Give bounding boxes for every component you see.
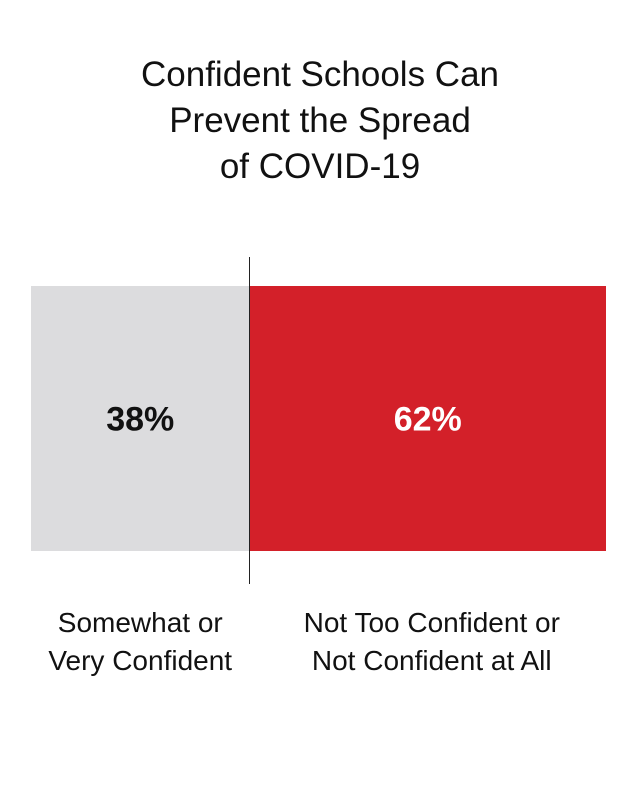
category-label-not-too-confident-or-not-confident-at-all: Not Too Confident or Not Confident at Al… — [267, 604, 597, 680]
data-label-2: 62% — [394, 401, 462, 439]
chart-title-line-3: of COVID-19 — [219, 147, 421, 186]
category-label-line: Not Confident at All — [311, 645, 552, 676]
category-label-line: Very Confident — [48, 645, 233, 676]
category-label-line: Somewhat or — [57, 607, 223, 638]
chart-title: Confident Schools Can Prevent the Spread… — [0, 52, 640, 190]
bar-segment-1 — [31, 286, 250, 551]
data-label-1: 38% — [106, 401, 174, 439]
category-label-line: Not Too Confident or — [303, 607, 560, 638]
chart-title-line-2: Prevent the Spread — [169, 101, 471, 140]
chart-title-line-1: Confident Schools Can — [141, 55, 499, 94]
category-label-somewhat-or-very-confident: Somewhat or Very Confident — [20, 604, 260, 680]
bar-segment-2 — [249, 286, 606, 551]
